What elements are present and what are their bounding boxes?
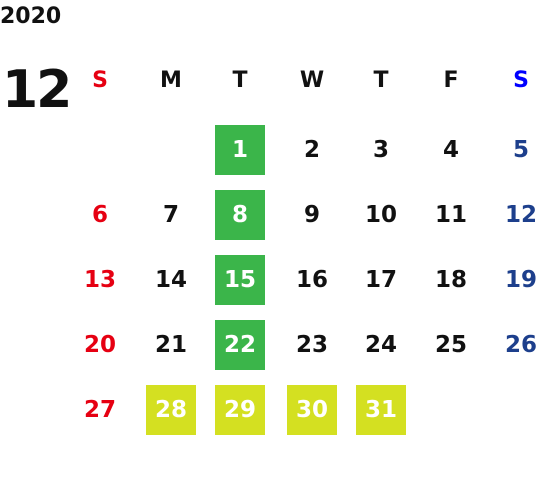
day: 21: [154, 332, 187, 358]
day: 7: [162, 202, 179, 228]
day: 23: [295, 332, 328, 358]
day: 6: [91, 202, 108, 228]
highlighted-day: 30: [287, 385, 337, 435]
day: 25: [434, 332, 467, 358]
day: 24: [364, 332, 397, 358]
day: 9: [303, 202, 320, 228]
year: 2020: [0, 4, 62, 29]
highlighted-day: 29: [215, 385, 265, 435]
weekday-header: F: [443, 67, 459, 93]
highlighted-day: 15: [215, 255, 265, 305]
day: 20: [83, 332, 116, 358]
weekday-header: T: [373, 67, 389, 93]
day: 2: [303, 137, 320, 163]
highlighted-day: 28: [146, 385, 196, 435]
weekday-header: S: [513, 67, 529, 93]
day: 3: [372, 137, 389, 163]
day: 12: [504, 202, 537, 228]
highlighted-day: 1: [215, 125, 265, 175]
highlighted-day: 31: [356, 385, 406, 435]
day: 13: [83, 267, 116, 293]
day: 16: [295, 267, 328, 293]
weekday-header: S: [92, 67, 108, 93]
weekday-header: T: [232, 67, 248, 93]
day: 27: [83, 397, 116, 423]
weekday-header: M: [160, 67, 182, 93]
day: 26: [504, 332, 537, 358]
day: 17: [364, 267, 397, 293]
weekday-header: W: [299, 67, 325, 93]
day: 11: [434, 202, 467, 228]
highlighted-day: 22: [215, 320, 265, 370]
day: 18: [434, 267, 467, 293]
day: 19: [504, 267, 537, 293]
day: 14: [154, 267, 187, 293]
day: 4: [442, 137, 459, 163]
month: 12: [2, 60, 72, 120]
highlighted-day: 8: [215, 190, 265, 240]
day: 5: [512, 137, 529, 163]
day: 10: [364, 202, 397, 228]
